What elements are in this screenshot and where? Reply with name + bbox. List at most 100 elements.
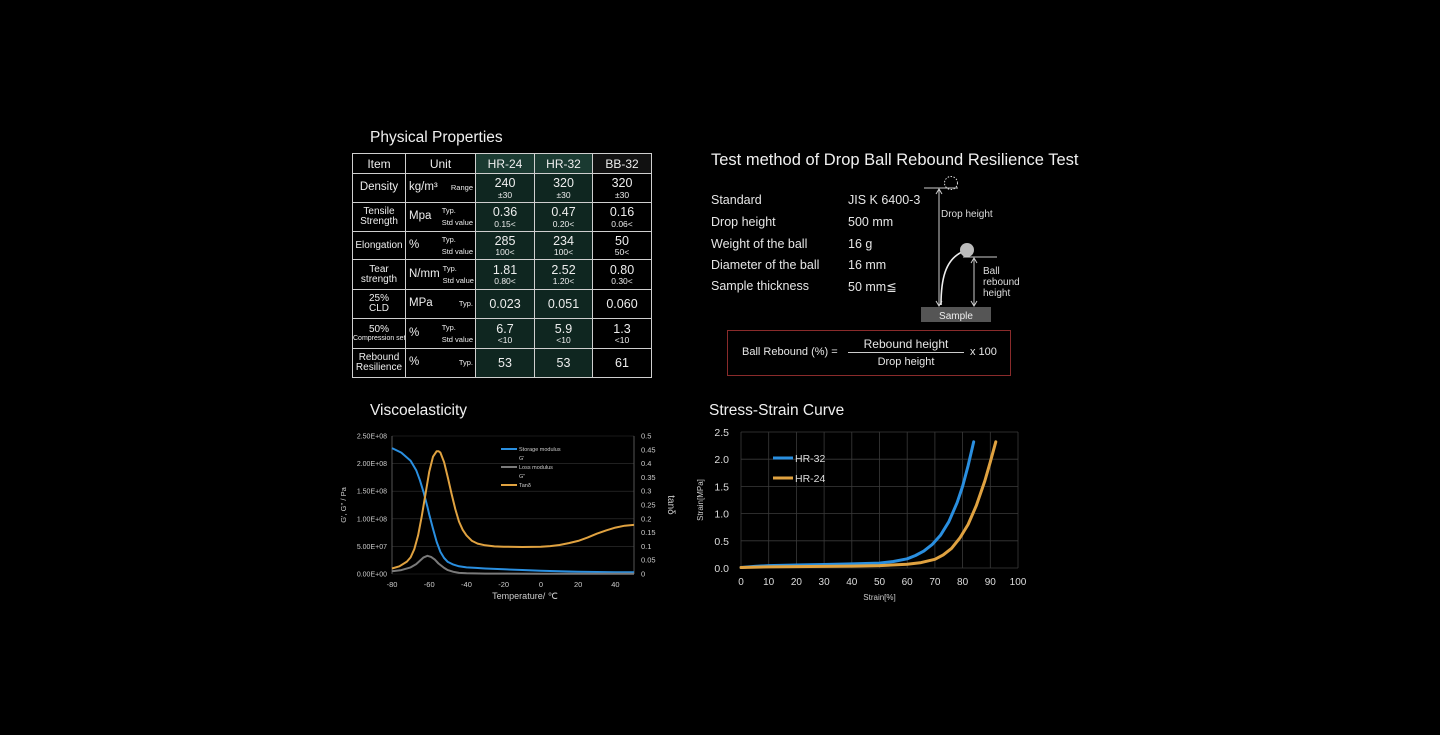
ball-icon	[960, 243, 974, 257]
rebound-trajectory	[940, 251, 963, 306]
sample-block	[921, 307, 991, 322]
value-main: 0.023	[489, 296, 521, 311]
x-tick-label: 30	[819, 577, 831, 588]
value-cell: 1.3 <10	[592, 318, 652, 349]
row-unit-qualifier: Typ.	[458, 358, 473, 368]
y-tick-label: 2.5	[714, 427, 729, 439]
value-main: 285	[494, 233, 516, 248]
value-sub: 0.06<	[611, 218, 633, 229]
row-unit-qualifier: Range	[450, 183, 473, 193]
row-unit-cell: N/mm Typ. Std value	[405, 259, 476, 290]
value-main: 53	[498, 355, 512, 370]
value-main: 6.7	[496, 321, 514, 336]
y2-tick-label: 0.5	[641, 432, 651, 441]
table-row: Density kg/m³ Range 240 ±30 320 ±30 320 ±30	[352, 173, 652, 203]
table-row: Rebound Resilience% Typ. 53 53 61	[352, 348, 652, 378]
value-cell: 0.051	[534, 289, 593, 319]
row-unit-cell: % Typ.	[405, 348, 476, 378]
y2-tick-label: 0.35	[641, 473, 656, 482]
x-tick-label: 10	[763, 577, 775, 588]
row-unit-cell: % Typ. Std value	[405, 318, 476, 349]
viscoelasticity-chart: 0.00E+00 5.00E+07 1.00E+08 1.50E+08 2.00E+08…	[339, 432, 676, 602]
drop-height-label: Drop height	[941, 209, 993, 220]
header-bb32: BB-32	[592, 153, 652, 174]
value-sub: ±30	[614, 189, 630, 200]
row-unit: kg/m³	[409, 181, 438, 194]
x-tick-label: 100	[1010, 577, 1027, 588]
value-cell: 1.81 0.80<	[475, 259, 535, 290]
y2-tick-label: 0.25	[641, 501, 656, 510]
value-cell: 50 50<	[592, 231, 652, 260]
y-tick-label: 0.00E+00	[357, 572, 387, 579]
value-sub: <10	[497, 335, 513, 345]
value-sub: <10	[614, 335, 630, 345]
row-unit-qualifier: Typ. Std value	[441, 206, 473, 227]
value-cell: 320 ±30	[534, 173, 593, 203]
value-sub: 0.20<	[552, 218, 575, 229]
value-main: 53	[556, 355, 571, 370]
table-row: 50% Compression set% Typ. Std value 6.7 <10 5…	[352, 318, 652, 349]
y2-tick-label: 0.3	[641, 487, 651, 496]
formula-numerator: Rebound height	[863, 337, 949, 351]
row-item: Tensile Strength	[352, 202, 406, 232]
x-axis-label: Temperature/ ℃	[492, 591, 558, 601]
table-row: Tear strength N/mm Typ. Std value 1.81 0.80<…	[352, 259, 652, 290]
y-tick-label: 2.50E+08	[357, 434, 387, 441]
legend-label: Storage modulus	[519, 447, 561, 453]
table-row: 25% CLD MPa Typ. 0.023 0.051 0.060	[352, 289, 652, 319]
value-main: 61	[615, 355, 629, 370]
series-line-tan-	[391, 450, 635, 570]
spec-value: 50 mm≦	[848, 280, 897, 294]
header-hr32: HR-32	[534, 153, 593, 174]
row-item: Density	[352, 173, 406, 203]
value-cell: 53	[475, 348, 535, 378]
value-cell: 0.36 0.15<	[475, 202, 535, 232]
formula-divider	[848, 352, 964, 353]
row-unit: MPa	[409, 297, 433, 310]
x-tick-label: 90	[985, 577, 997, 588]
value-main: 0.36	[492, 205, 518, 219]
y-tick-label: 1.0	[714, 509, 729, 521]
value-main: 240	[494, 176, 516, 190]
row-unit: %	[409, 356, 420, 369]
row-unit: %	[409, 238, 420, 251]
formula-lhs: Ball Rebound (%) =	[742, 346, 838, 358]
row-item: Elongation	[352, 231, 406, 260]
legend-sublabel: G"	[519, 474, 525, 480]
value-sub: 1.20<	[552, 276, 575, 286]
spec-label: Weight of the ball	[711, 237, 808, 251]
y2-tick-label: 0.45	[641, 445, 656, 454]
value-main: 0.060	[606, 296, 638, 311]
x-tick-label: 20	[574, 580, 582, 589]
rebound-arrowheads	[970, 257, 978, 307]
row-item: Tear strength	[352, 259, 406, 290]
table-row: Elongation% Typ. Std value 285 100< 234 100< 5…	[352, 231, 652, 260]
y2-tick-label: 0.1	[641, 542, 651, 551]
x-tick-label: 60	[902, 577, 914, 588]
sample-label: Sample	[939, 311, 973, 322]
header-unit: Unit	[405, 153, 476, 174]
legend-label: Tanδ	[519, 483, 531, 489]
physical-properties-table: Item Unit HR-24 HR-32 BB-32 Density kg/m³…	[352, 153, 652, 378]
value-main: 0.051	[547, 296, 580, 311]
x-tick-label: -60	[424, 580, 435, 589]
value-cell: 53	[534, 348, 593, 378]
spec-value: 16 mm	[848, 258, 887, 272]
value-cell: 0.060	[592, 289, 652, 319]
table-row: Tensile Strength Mpa Typ. Std value 0.36 0.1…	[352, 202, 652, 232]
y2-tick-label: 0.4	[641, 459, 651, 468]
formula-multiplier: x 100	[970, 346, 997, 358]
value-sub: 100<	[553, 247, 574, 257]
spec-label: Diameter of the ball	[711, 258, 820, 272]
x-tick-label: 20	[791, 577, 803, 588]
row-unit-cell: % Typ. Std value	[405, 231, 476, 260]
y-axis-label: G', G'' / Pa	[339, 486, 348, 522]
row-unit-wrap: % Typ.	[407, 350, 475, 377]
series-line-loss-modulus	[391, 554, 635, 575]
test-method-title: Test method of Drop Ball Rebound Resilie…	[711, 151, 1079, 169]
row-unit-qualifier: Typ. Std value	[441, 322, 473, 344]
value-main: 234	[553, 233, 574, 248]
value-sub: 100<	[495, 247, 515, 257]
header-item: Item	[352, 153, 406, 174]
value-sub: <10	[556, 335, 571, 345]
